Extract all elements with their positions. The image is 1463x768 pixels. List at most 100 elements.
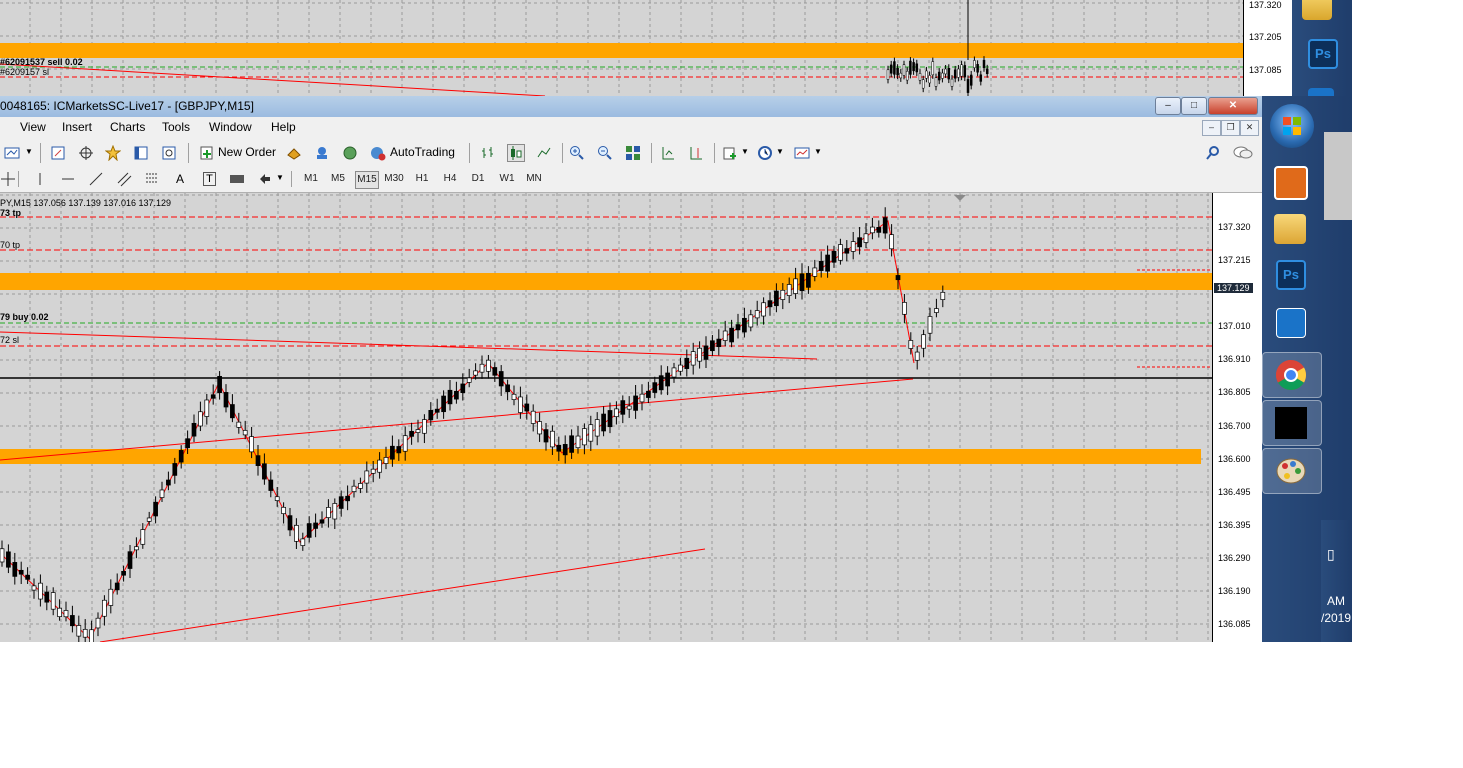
price-axis[interactable]: 137.320 137.215 137.129 137.010 136.910 … bbox=[1212, 193, 1262, 642]
paint-icon bbox=[1276, 458, 1306, 484]
new-chart-icon[interactable] bbox=[4, 145, 20, 161]
chart-shift-icon[interactable] bbox=[688, 145, 704, 161]
candle-body bbox=[914, 351, 920, 361]
icmarkets-button[interactable] bbox=[1262, 400, 1322, 446]
media-player-icon[interactable] bbox=[1274, 166, 1308, 200]
signals-icon[interactable] bbox=[314, 145, 330, 161]
chevron-down-icon[interactable]: ▼ bbox=[814, 147, 822, 156]
chevron-down-icon[interactable]: ▼ bbox=[276, 173, 284, 182]
paint-button[interactable] bbox=[1262, 448, 1322, 494]
menu-insert[interactable]: Insert bbox=[62, 120, 93, 134]
timeframe-mn[interactable]: MN bbox=[526, 173, 542, 184]
menu-tools[interactable]: Tools bbox=[162, 120, 191, 134]
auto-scroll-icon[interactable] bbox=[660, 145, 676, 161]
candle-body bbox=[262, 463, 267, 480]
timeframe-m1[interactable]: M1 bbox=[304, 173, 318, 184]
toolbar-separator bbox=[188, 143, 189, 163]
take-profit-label: 73 tp bbox=[0, 208, 22, 218]
photoshop-icon[interactable]: Ps bbox=[1308, 39, 1338, 69]
zoom-out-icon[interactable] bbox=[597, 145, 613, 161]
line-chart-icon[interactable] bbox=[536, 145, 552, 161]
templates-icon[interactable] bbox=[794, 145, 810, 161]
folder-icon[interactable] bbox=[1274, 214, 1306, 244]
menu-charts[interactable]: Charts bbox=[110, 120, 146, 134]
crosshair-icon[interactable] bbox=[78, 145, 94, 161]
new-order-button[interactable]: New Order bbox=[218, 145, 277, 159]
menu-window[interactable]: Window bbox=[209, 120, 252, 134]
equidistant-channel-icon[interactable] bbox=[116, 171, 132, 187]
chat-icon[interactable] bbox=[1233, 145, 1253, 161]
candle-body bbox=[658, 375, 664, 391]
menu-bar: View Insert Charts Tools Window Help – ❐… bbox=[0, 117, 1262, 138]
candle-body bbox=[383, 457, 389, 464]
candlestick-icon[interactable] bbox=[507, 144, 525, 162]
app-icon[interactable] bbox=[1276, 308, 1306, 338]
tester-icon[interactable] bbox=[161, 145, 177, 161]
crosshair-tool-icon[interactable] bbox=[0, 171, 16, 187]
maximize-button[interactable]: □ bbox=[1181, 97, 1207, 115]
candle-body bbox=[838, 244, 843, 261]
new-order-icon[interactable] bbox=[199, 145, 215, 161]
indicators-icon[interactable] bbox=[722, 145, 738, 161]
tile-windows-icon[interactable] bbox=[625, 145, 641, 161]
profiles-icon[interactable] bbox=[50, 145, 66, 161]
timeframe-h1[interactable]: H1 bbox=[415, 173, 429, 184]
clock-time[interactable]: AM bbox=[1327, 594, 1345, 608]
timeframe-m30[interactable]: M30 bbox=[384, 173, 404, 184]
arrows-icon[interactable] bbox=[257, 171, 273, 187]
price-chart-canvas[interactable] bbox=[0, 193, 1212, 642]
autotrading-button[interactable]: AutoTrading bbox=[390, 145, 455, 159]
chevron-down-icon[interactable]: ▼ bbox=[741, 147, 749, 156]
search-icon[interactable] bbox=[1205, 145, 1221, 161]
menu-help[interactable]: Help bbox=[271, 120, 296, 134]
candle-body bbox=[390, 445, 395, 460]
chevron-down-icon[interactable]: ▼ bbox=[776, 147, 784, 156]
bg-order-label: #62091537 sell 0.02 bbox=[0, 57, 83, 67]
text-label-button[interactable]: T bbox=[203, 172, 216, 186]
candle-body bbox=[479, 363, 485, 373]
chrome-button[interactable] bbox=[1262, 352, 1322, 398]
text-tool-button[interactable]: A bbox=[176, 172, 185, 186]
menu-view[interactable]: View bbox=[20, 120, 46, 134]
clock-date[interactable]: /2019 bbox=[1321, 611, 1352, 625]
photoshop-icon[interactable]: Ps bbox=[1276, 260, 1306, 290]
notification-icon[interactable]: ▯ bbox=[1327, 546, 1335, 562]
folder-icon[interactable] bbox=[1302, 0, 1332, 20]
window-title-bar[interactable]: 0048165: ICMarketsSC-Live17 - [GBPJPY,M1… bbox=[0, 96, 1262, 118]
autotrading-icon[interactable] bbox=[370, 145, 386, 161]
mdi-minimize-button[interactable]: – bbox=[1202, 120, 1221, 136]
favorites-icon[interactable] bbox=[105, 145, 121, 161]
zoom-in-icon[interactable] bbox=[569, 145, 585, 161]
bar-chart-icon[interactable] bbox=[480, 145, 496, 161]
candle-body bbox=[114, 582, 120, 591]
candle-body bbox=[121, 570, 126, 576]
price-axis-label: 136.085 bbox=[1218, 619, 1251, 629]
navigator-icon[interactable] bbox=[133, 145, 149, 161]
minimize-button[interactable]: – bbox=[1155, 97, 1181, 115]
mdi-close-button[interactable]: ✕ bbox=[1240, 120, 1259, 136]
mdi-restore-button[interactable]: ❐ bbox=[1221, 120, 1240, 136]
trendline-icon[interactable] bbox=[88, 171, 104, 187]
timeframe-w1[interactable]: W1 bbox=[499, 173, 515, 184]
close-button[interactable]: ✕ bbox=[1208, 97, 1258, 115]
fibonacci-icon[interactable] bbox=[144, 171, 160, 187]
timeframe-m5[interactable]: M5 bbox=[331, 173, 345, 184]
market-watch-icon[interactable] bbox=[286, 145, 302, 161]
horizontal-line-icon[interactable] bbox=[60, 171, 76, 187]
timeframe-m15[interactable]: M15 bbox=[355, 171, 379, 189]
market-icon[interactable] bbox=[342, 145, 358, 161]
vertical-line-icon[interactable] bbox=[32, 171, 48, 187]
windows-start-icon[interactable] bbox=[1270, 104, 1314, 148]
line-studies-toolbar: A T ▼ M1 M5 M15 M30 H1 H4 D1 W1 MN bbox=[0, 167, 1262, 193]
candle-body bbox=[377, 459, 382, 473]
timeframe-d1[interactable]: D1 bbox=[471, 173, 485, 184]
price-chart[interactable]: PY,M15 137.056 137.139 137.016 137.129 7… bbox=[0, 193, 1212, 642]
chevron-down-icon[interactable]: ▼ bbox=[25, 147, 33, 156]
candle-body bbox=[198, 411, 203, 427]
periods-icon[interactable] bbox=[757, 145, 773, 161]
rectangle-label-icon[interactable] bbox=[229, 171, 245, 187]
taskbar-preview-thumbnail[interactable] bbox=[1324, 132, 1352, 220]
chart-shift-marker bbox=[954, 195, 966, 201]
candle-body bbox=[912, 62, 915, 72]
timeframe-h4[interactable]: H4 bbox=[443, 173, 457, 184]
